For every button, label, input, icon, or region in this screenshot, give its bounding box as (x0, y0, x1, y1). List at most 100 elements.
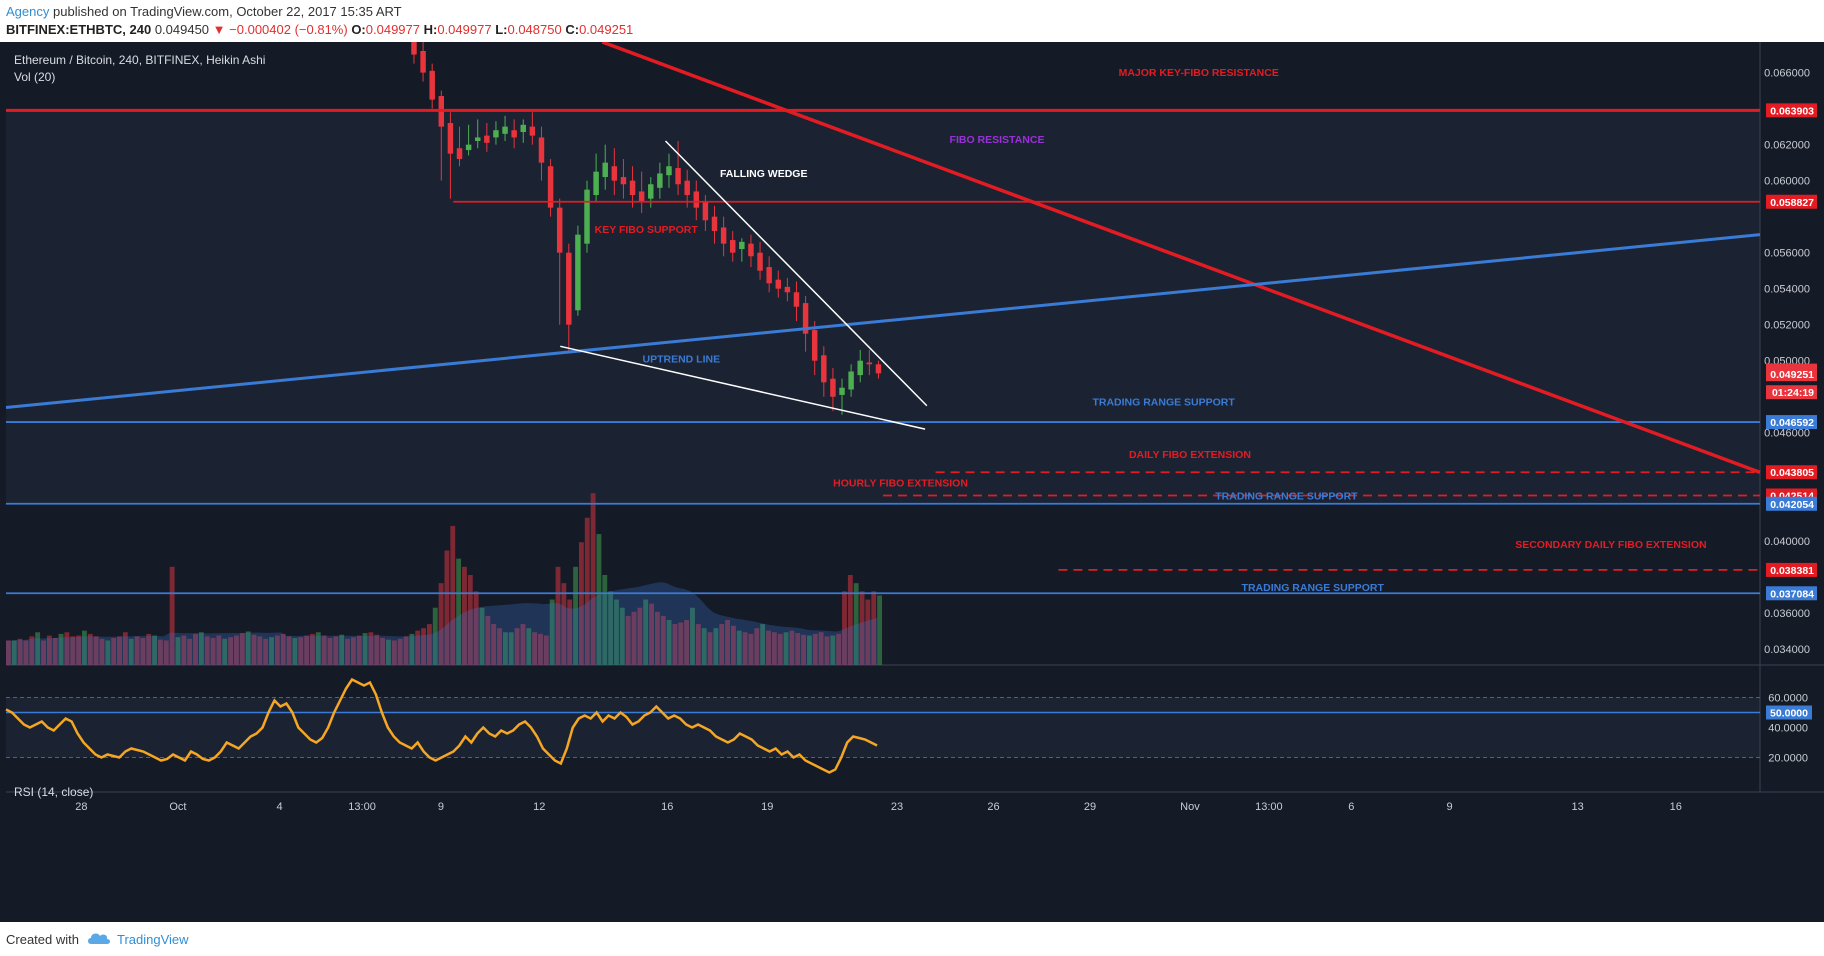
volume-bar (187, 638, 193, 665)
rsi-value-box (1766, 705, 1812, 720)
candle-body (593, 171, 599, 196)
volume-bar (584, 517, 590, 665)
ohlc-legend: BITFINEX:ETHBTC, 240 0.049450 ▼ −0.00040… (6, 22, 633, 37)
price-label-text: 01:24:19 (1772, 387, 1814, 399)
open-value: 0.049977 (365, 22, 420, 37)
volume-bar (397, 638, 403, 665)
volume-bar (643, 599, 649, 665)
volume-bar (748, 633, 754, 665)
volume-bar (169, 566, 175, 665)
candle-body (693, 191, 700, 208)
volume-bar (274, 635, 280, 665)
volume-bar (707, 632, 713, 665)
annotation-label: KEY FIBO SUPPORT (595, 224, 699, 236)
volume-bar (304, 635, 310, 665)
candle-body (638, 191, 645, 203)
volume-bar (87, 633, 93, 665)
candle-body (839, 387, 845, 395)
volume-bar (421, 628, 426, 665)
close-value: 0.049251 (579, 22, 634, 37)
volume-bar (438, 583, 444, 665)
price-tick-label: 0.062000 (1764, 140, 1810, 152)
low-label: L: (495, 22, 508, 37)
candle-body (602, 162, 608, 178)
volume-bar (836, 633, 842, 665)
volume-bar (608, 591, 614, 665)
volume-bar (105, 640, 111, 665)
candle-body (702, 202, 709, 221)
volume-bar (590, 493, 596, 665)
last-price: 0.049450 (154, 22, 210, 37)
chart-svg[interactable]: MAJOR KEY-FIBO RESISTANCE FIBO RESISTANCE… (0, 40, 1824, 922)
price-tick-label: 0.040000 (1764, 536, 1810, 548)
high-value: 0.049977 (437, 22, 492, 37)
volume-legend: Vol (20) (14, 70, 55, 84)
volume-bar (198, 632, 204, 665)
time-tick-label: 26 (987, 801, 999, 813)
volume-bar (625, 615, 631, 665)
volume-bar (163, 640, 169, 665)
volume-bar (403, 636, 409, 665)
time-tick-label: 16 (1670, 801, 1682, 813)
rsi-band (6, 697, 1760, 758)
volume-bar (555, 566, 561, 665)
time-tick-label: 4 (277, 801, 283, 813)
time-tick-label: 13:00 (1255, 801, 1283, 813)
volume-bar (502, 632, 508, 665)
candle-body (848, 371, 854, 390)
candle-body (611, 166, 618, 181)
volume-bar (561, 583, 567, 665)
volume-bar (631, 611, 637, 665)
candle-body (529, 126, 536, 136)
volume-bar (99, 638, 105, 665)
volume-bar (637, 607, 643, 665)
chart-area[interactable]: MAJOR KEY-FIBO RESISTANCE FIBO RESISTANCE… (0, 40, 1824, 922)
price-label-box (1766, 103, 1817, 118)
candle-body (520, 124, 526, 133)
candle-body (456, 148, 463, 160)
candle-body (447, 123, 454, 154)
rsi-line (5, 677, 878, 774)
volume-bar (70, 636, 76, 665)
volume-bar (368, 632, 374, 665)
volume-bar (239, 633, 245, 665)
price-label-box (1766, 496, 1817, 511)
volume-bar (128, 638, 134, 665)
volume-bar (801, 634, 806, 665)
volume-bar (730, 625, 736, 665)
volume-bar (251, 634, 257, 665)
annotation-label: SECONDARY DAILY FIBO EXTENSION (1515, 539, 1706, 551)
header: Agency published on TradingView.com, Oct… (0, 0, 1824, 42)
price-tick-label: 0.054000 (1764, 284, 1810, 296)
tradingview-brand-link[interactable]: TradingView (117, 932, 189, 947)
price-label-text: 0.049251 (1770, 369, 1814, 381)
volume-bar (678, 622, 684, 665)
symbol-label[interactable]: BITFINEX:ETHBTC, 240 (6, 22, 152, 37)
publisher-link[interactable]: Agency (6, 4, 50, 19)
candle-body (429, 70, 435, 100)
volume-bar (362, 633, 368, 665)
time-tick-label: 12 (533, 801, 545, 813)
price-change: ▼ −0.000402 (−0.81%) (212, 22, 348, 37)
volume-bar (690, 607, 695, 665)
time-tick-label: 29 (1084, 801, 1096, 813)
volume-bar (877, 595, 882, 665)
candle-body (830, 378, 836, 397)
candle-body (620, 177, 627, 185)
volume-bar (526, 628, 532, 665)
price-label-box (1766, 385, 1817, 400)
rsi-tick-label: 20.0000 (1768, 753, 1808, 765)
volume-bar (432, 607, 438, 665)
price-label-text: 0.046592 (1770, 417, 1814, 429)
volume-bar (193, 633, 198, 665)
volume-bar (6, 640, 11, 665)
volume-bar (771, 632, 777, 665)
volume-bar (134, 636, 140, 665)
candle-body (657, 173, 663, 188)
volume-bar (263, 638, 269, 665)
volume-bar (204, 636, 210, 665)
price-tick-label: 0.046000 (1764, 428, 1810, 440)
candle-body (465, 144, 472, 151)
volume-ma-area (6, 582, 878, 665)
volume-bar (497, 628, 502, 665)
